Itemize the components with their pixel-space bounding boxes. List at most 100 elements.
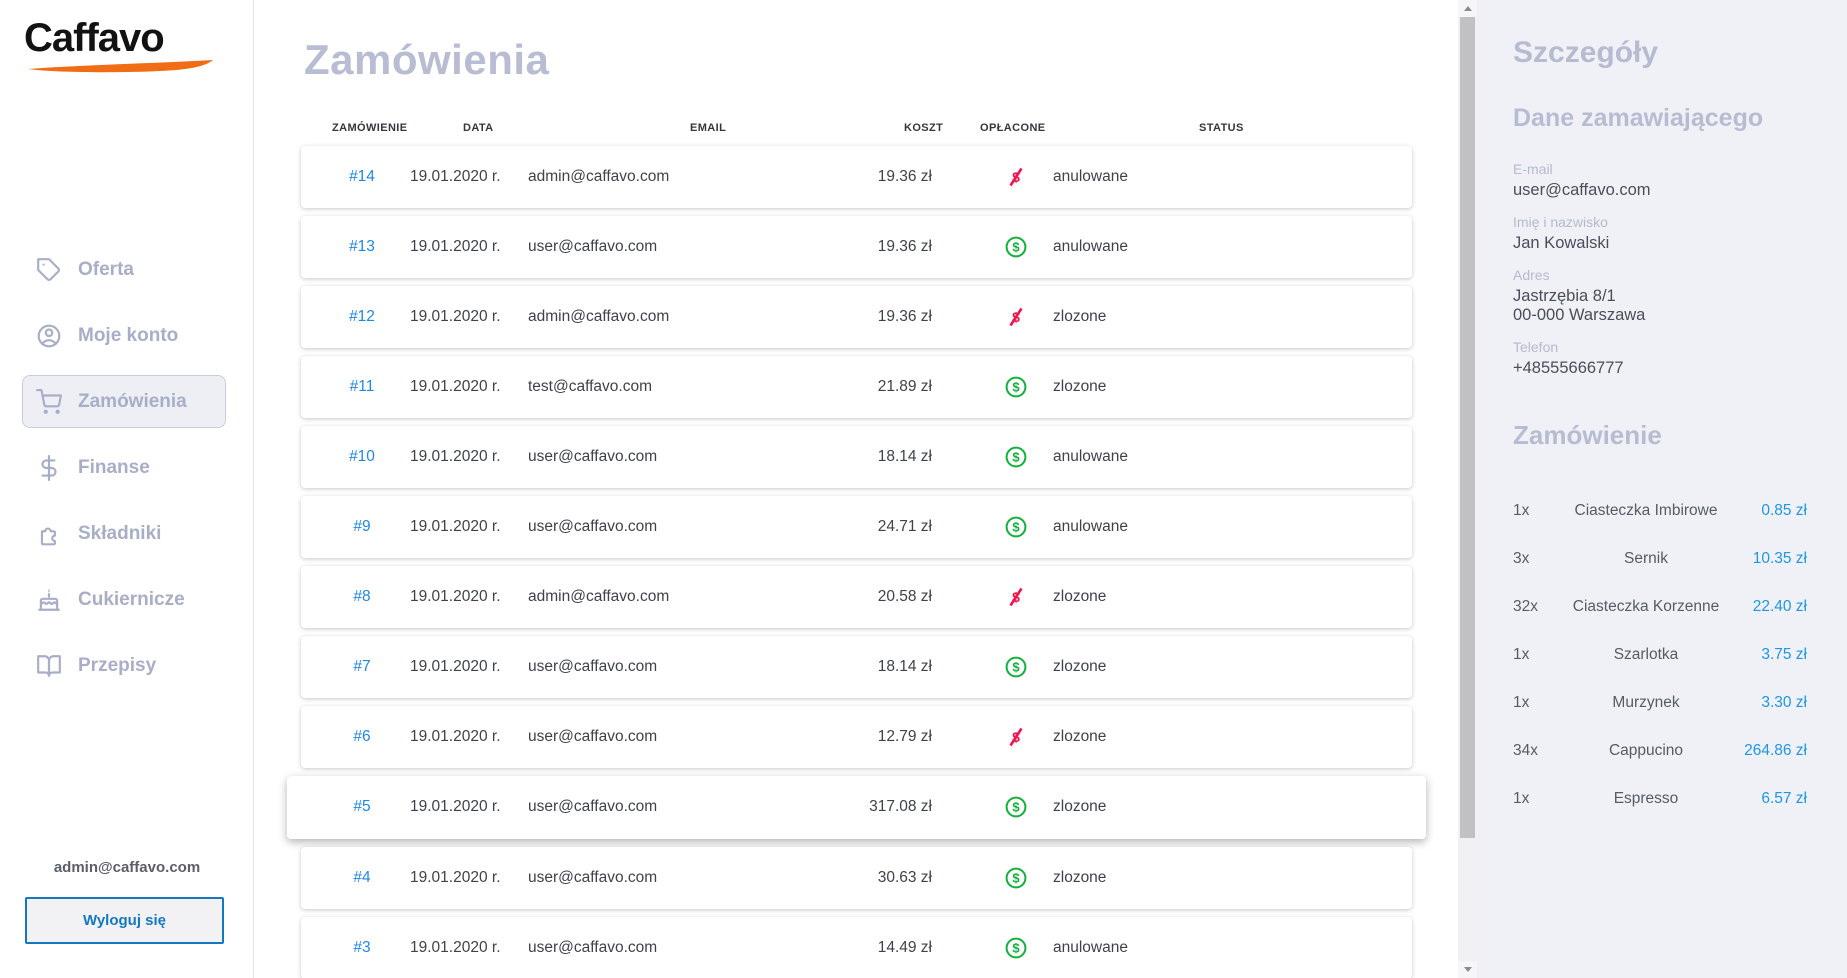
item-price: 3.75 zł — [1761, 646, 1807, 663]
item-name: Ciasteczka Korzenne — [1572, 598, 1720, 615]
scrollbar-thumb[interactable] — [1460, 17, 1475, 838]
table-row[interactable]: #7 19.01.2020 r. user@caffavo.com 18.14 … — [301, 636, 1412, 698]
sidebar-item-skladniki[interactable]: Składniki — [22, 507, 226, 560]
order-section-title: Zamówienie — [1513, 420, 1662, 450]
sidebar-item-przepisy[interactable]: Przepisy — [22, 639, 226, 692]
sidebar-item-label: Zamówienia — [78, 390, 187, 412]
details-title: Szczegóły — [1513, 36, 1659, 69]
sidebar-item-cukiernicze[interactable]: Cukiernicze — [22, 573, 226, 626]
table-row[interactable]: #14 19.01.2020 r. admin@caffavo.com 19.3… — [301, 146, 1412, 208]
item-quantity: 1x — [1513, 646, 1530, 663]
order-id-link[interactable]: #11 — [349, 378, 375, 395]
order-cost: 12.79 zł — [877, 728, 932, 745]
field-label: E-mail — [1513, 161, 1553, 177]
order-id-link[interactable]: #12 — [349, 308, 375, 325]
item-price: 6.57 zł — [1761, 790, 1807, 807]
sidebar-item-label: Cukiernicze — [78, 588, 185, 610]
item-name: Murzynek — [1612, 694, 1680, 711]
order-id-link[interactable]: #8 — [353, 588, 371, 605]
item-quantity: 1x — [1513, 502, 1530, 519]
sidebar-item-label: Składniki — [78, 522, 162, 544]
item-price: 264.86 zł — [1744, 742, 1807, 759]
order-date: 19.01.2020 r. — [410, 588, 501, 605]
table-row[interactable]: #4 19.01.2020 r. user@caffavo.com 30.63 … — [301, 847, 1412, 909]
order-line-item: 1x Espresso 6.57 zł — [1513, 775, 1807, 823]
table-row[interactable]: #5 19.01.2020 r. user@caffavo.com 317.08… — [287, 776, 1426, 839]
logout-button[interactable]: Wyloguj się — [25, 897, 224, 944]
order-email: user@caffavo.com — [528, 939, 658, 956]
paid-cell: $ $ — [994, 636, 1038, 698]
order-id-link[interactable]: #3 — [353, 939, 371, 956]
tag-icon — [36, 256, 63, 283]
order-id-link[interactable]: #5 — [353, 798, 371, 815]
table-row[interactable]: #13 19.01.2020 r. user@caffavo.com 19.36… — [301, 216, 1412, 278]
order-id-link[interactable]: #6 — [353, 728, 371, 745]
sidebar-item-moje-konto[interactable]: Moje konto — [22, 309, 226, 362]
scrollbar[interactable] — [1458, 0, 1477, 978]
field-label: Adres — [1513, 267, 1550, 283]
item-price: 10.35 zł — [1752, 550, 1807, 567]
unpaid-icon: $ — [1009, 587, 1023, 607]
order-id-link[interactable]: #13 — [349, 238, 375, 255]
order-email: user@caffavo.com — [528, 448, 658, 465]
order-line-item: 34x Cappucino 264.86 zł — [1513, 727, 1807, 775]
order-id-link[interactable]: #4 — [353, 869, 371, 886]
column-header-status: STATUS — [1199, 122, 1244, 134]
order-email: admin@caffavo.com — [528, 588, 670, 605]
order-cost: 19.36 zł — [877, 308, 932, 325]
item-quantity: 32x — [1513, 598, 1538, 615]
field-name: Imię i nazwisko Jan Kowalski — [1513, 214, 1807, 253]
field-phone: Telefon +48555666777 — [1513, 339, 1807, 378]
item-name: Sernik — [1624, 550, 1668, 567]
paid-cell: $ $ — [994, 847, 1038, 909]
order-status: zlozone — [1053, 378, 1107, 395]
scroll-up-arrow[interactable] — [1458, 0, 1477, 17]
sidebar-item-zamowienia[interactable]: Zamówienia — [22, 375, 226, 428]
order-date: 19.01.2020 r. — [410, 728, 501, 745]
paid-icon: $ — [1005, 656, 1027, 678]
table-row[interactable]: #6 19.01.2020 r. user@caffavo.com 12.79 … — [301, 706, 1412, 768]
table-row[interactable]: #12 19.01.2020 r. admin@caffavo.com 19.3… — [301, 286, 1412, 348]
app-logo[interactable]: Caffavo — [24, 16, 220, 76]
svg-text:$: $ — [1012, 660, 1020, 675]
table-row[interactable]: #9 19.01.2020 r. user@caffavo.com 24.71 … — [301, 496, 1412, 558]
order-cost: 20.58 zł — [877, 588, 932, 605]
order-status: zlozone — [1053, 798, 1107, 815]
paid-icon: $ — [1005, 376, 1027, 398]
order-email: test@caffavo.com — [528, 378, 652, 395]
column-header-data: DATA — [463, 122, 494, 134]
sidebar-item-oferta[interactable]: Oferta — [22, 243, 226, 296]
order-id-link[interactable]: #9 — [353, 518, 371, 535]
paid-icon: $ — [1005, 796, 1027, 818]
order-status: anulowane — [1053, 939, 1128, 956]
order-date: 19.01.2020 r. — [410, 168, 501, 185]
table-row[interactable]: #8 19.01.2020 r. admin@caffavo.com 20.58… — [301, 566, 1412, 628]
order-status: zlozone — [1053, 308, 1107, 325]
unpaid-icon: $ — [1009, 727, 1023, 747]
book-icon — [36, 652, 63, 679]
field-value: +48555666777 — [1513, 359, 1624, 377]
order-id-link[interactable]: #7 — [353, 658, 371, 675]
table-row[interactable]: #3 19.01.2020 r. user@caffavo.com 14.49 … — [301, 917, 1412, 978]
order-line-item: 1x Ciasteczka Imbirowe 0.85 zł — [1513, 487, 1807, 535]
item-name: Cappucino — [1608, 742, 1684, 759]
field-email: E-mail user@caffavo.com — [1513, 161, 1807, 200]
column-header-koszt: KOSZT — [904, 122, 944, 134]
table-row[interactable]: #11 19.01.2020 r. test@caffavo.com 21.89… — [301, 356, 1412, 418]
paid-icon: $ — [1005, 867, 1027, 889]
scroll-down-arrow[interactable] — [1458, 961, 1477, 978]
order-id-link[interactable]: #14 — [349, 168, 375, 185]
field-value: Jastrzębia 8/1 00-000 Warszawa — [1513, 287, 1646, 324]
order-email: user@caffavo.com — [528, 728, 658, 745]
field-value: user@caffavo.com — [1513, 181, 1651, 199]
sidebar-item-label: Moje konto — [78, 324, 179, 346]
table-row[interactable]: #10 19.01.2020 r. user@caffavo.com 18.14… — [301, 426, 1412, 488]
sidebar-item-label: Przepisy — [78, 654, 157, 676]
paid-cell: $ $ — [994, 216, 1038, 278]
order-date: 19.01.2020 r. — [410, 518, 501, 535]
sidebar: Caffavo Oferta Moje konto — [0, 0, 254, 978]
details-panel: Szczegóły Dane zamawiającego E-mail user… — [1477, 0, 1847, 978]
sidebar-item-finanse[interactable]: Finanse — [22, 441, 226, 494]
order-id-link[interactable]: #10 — [349, 448, 375, 465]
cake-icon — [36, 586, 63, 613]
